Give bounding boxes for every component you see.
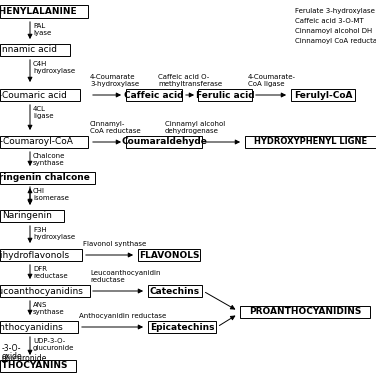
FancyBboxPatch shape xyxy=(0,89,80,101)
Text: ANS
synthase: ANS synthase xyxy=(33,302,65,315)
FancyBboxPatch shape xyxy=(291,89,355,101)
Text: PROANTHOCYANIDINS: PROANTHOCYANIDINS xyxy=(249,308,361,317)
FancyBboxPatch shape xyxy=(0,249,82,261)
Text: UDP-3-O-
glucuronide: UDP-3-O- glucuronide xyxy=(33,338,74,351)
Text: Anthocyanidins: Anthocyanidins xyxy=(0,323,64,332)
Text: Caffeic acid 3-O-MT: Caffeic acid 3-O-MT xyxy=(295,18,364,24)
Text: p-Coumaroyl-CoA: p-Coumaroyl-CoA xyxy=(0,138,73,147)
Text: PAL
lyase: PAL lyase xyxy=(33,23,51,36)
Text: Anthocyanidin reductase: Anthocyanidin reductase xyxy=(79,313,166,319)
Text: 4CL
ligase: 4CL ligase xyxy=(33,106,53,119)
Text: 4-Coumarate-
CoA ligase: 4-Coumarate- CoA ligase xyxy=(248,74,296,87)
Text: CHI
isomerase: CHI isomerase xyxy=(33,188,69,201)
FancyBboxPatch shape xyxy=(138,249,200,261)
Text: oxide: oxide xyxy=(2,352,23,361)
Text: FLAVONOLS: FLAVONOLS xyxy=(139,250,199,259)
Text: Cinnamic acid: Cinnamic acid xyxy=(0,45,57,55)
FancyBboxPatch shape xyxy=(0,321,78,333)
FancyBboxPatch shape xyxy=(0,44,70,56)
Text: Ferulic acid: Ferulic acid xyxy=(196,91,254,100)
Text: p-Coumaric acid: p-Coumaric acid xyxy=(0,91,67,100)
Text: Naringenin chalcone: Naringenin chalcone xyxy=(0,173,90,182)
Text: Leucoanthocyanidins: Leucoanthocyanidins xyxy=(0,287,83,296)
Text: Catechins: Catechins xyxy=(150,287,200,296)
Text: Flavonol synthase: Flavonol synthase xyxy=(83,241,146,247)
Text: Caffeic acid: Caffeic acid xyxy=(124,91,184,100)
FancyBboxPatch shape xyxy=(245,136,376,148)
Text: -3-O-
glucuronide: -3-O- glucuronide xyxy=(2,344,47,363)
Text: ANTHOCYANINS: ANTHOCYANINS xyxy=(0,361,68,370)
Text: Caffeic acid O-
methyltransferase: Caffeic acid O- methyltransferase xyxy=(158,74,222,87)
FancyBboxPatch shape xyxy=(148,321,216,333)
FancyBboxPatch shape xyxy=(0,172,95,184)
Text: Cinnamoyl alcohol DH: Cinnamoyl alcohol DH xyxy=(295,28,372,34)
FancyBboxPatch shape xyxy=(0,285,90,297)
Text: PHENYLALANINE: PHENYLALANINE xyxy=(0,7,76,16)
Text: Epicatechins: Epicatechins xyxy=(150,323,214,332)
Text: Cinnamyl alcohol
dehydrogenase: Cinnamyl alcohol dehydrogenase xyxy=(165,121,225,134)
Text: HYDROXYPHENYL LIGNE: HYDROXYPHENYL LIGNE xyxy=(254,138,367,147)
FancyBboxPatch shape xyxy=(0,360,76,372)
FancyBboxPatch shape xyxy=(0,210,64,222)
Text: Coumaraldehyde: Coumaraldehyde xyxy=(121,138,207,147)
Text: Dihydroflavonols: Dihydroflavonols xyxy=(0,250,69,259)
Text: C4H
hydroxylase: C4H hydroxylase xyxy=(33,61,75,74)
FancyBboxPatch shape xyxy=(240,306,370,318)
FancyBboxPatch shape xyxy=(198,89,252,101)
Text: Chalcone
synthase: Chalcone synthase xyxy=(33,153,65,166)
Text: Leucoanthocyanidin
reductase: Leucoanthocyanidin reductase xyxy=(90,270,161,283)
FancyBboxPatch shape xyxy=(0,136,88,148)
Text: Ferulate 3-hydroxylase: Ferulate 3-hydroxylase xyxy=(295,8,375,14)
Text: Naringenin: Naringenin xyxy=(2,211,52,220)
Text: 4-Coumarate
3-hydroxylase: 4-Coumarate 3-hydroxylase xyxy=(90,74,139,87)
FancyBboxPatch shape xyxy=(126,89,182,101)
Text: Ferulyl-CoA: Ferulyl-CoA xyxy=(294,91,352,100)
Text: DFR
reductase: DFR reductase xyxy=(33,266,68,279)
FancyBboxPatch shape xyxy=(148,285,202,297)
Text: F3H
hydroxylase: F3H hydroxylase xyxy=(33,227,75,240)
Text: Cinnamyl-
CoA reductase: Cinnamyl- CoA reductase xyxy=(90,121,141,134)
FancyBboxPatch shape xyxy=(0,5,88,18)
FancyBboxPatch shape xyxy=(126,136,202,148)
Text: Cinnamoyl CoA reductase: Cinnamoyl CoA reductase xyxy=(295,38,376,44)
